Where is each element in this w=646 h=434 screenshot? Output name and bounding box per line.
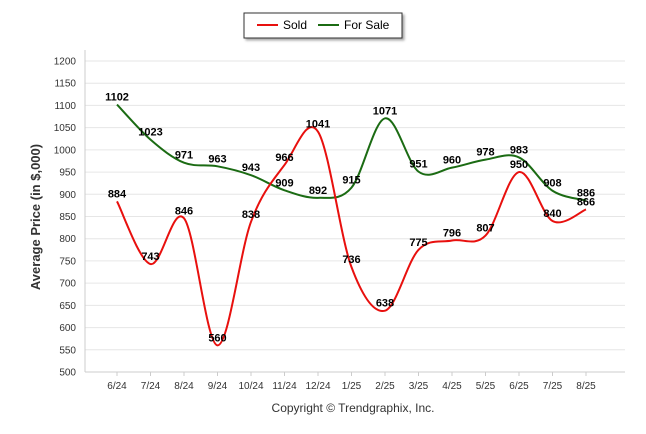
data-labels: 884 743 846 560 838 966 1041 736 638 775 796 807 950… [105, 92, 595, 345]
data-label-for-sale: 892 [309, 185, 327, 197]
data-label-sold: 796 [443, 227, 461, 239]
y-tick-label: 650 [59, 301, 76, 312]
data-label-for-sale: 909 [275, 177, 293, 189]
x-tick-label: 8/24 [174, 381, 194, 392]
y-tick-label: 1100 [54, 101, 76, 112]
data-label-for-sale: 886 [577, 188, 595, 200]
legend-label-for-sale: For Sale [344, 18, 390, 32]
y-tick-label: 550 [59, 345, 76, 356]
data-label-sold: 966 [275, 152, 293, 164]
data-label-for-sale: 971 [175, 150, 193, 162]
y-tick-label: 800 [59, 234, 76, 245]
y-tick-label: 600 [59, 323, 76, 334]
x-tick-label: 10/24 [238, 381, 263, 392]
data-label-sold: 743 [141, 251, 159, 263]
data-label-sold: 884 [108, 188, 127, 200]
y-tick-label: 850 [59, 212, 76, 223]
x-tick-label: 11/24 [272, 381, 297, 392]
y-tick-label: 950 [59, 168, 76, 179]
data-label-for-sale: 978 [476, 147, 494, 159]
y-tick-label: 500 [59, 368, 76, 379]
copyright-text: Copyright © Trendgraphix, Inc. [272, 401, 435, 415]
data-label-sold: 866 [577, 196, 595, 208]
y-axis: 500 550 600 650 700 750 800 850 900 950 1000 1050 11… [54, 50, 86, 379]
data-label-for-sale: 1102 [105, 92, 129, 104]
x-tick-label: 4/25 [442, 381, 462, 392]
legend: Sold For Sale [243, 12, 403, 39]
x-tick-label: 6/25 [509, 381, 529, 392]
data-label-sold: 736 [342, 254, 360, 266]
y-tick-label: 900 [59, 190, 76, 201]
y-tick-label: 1200 [54, 57, 77, 68]
y-tick-label: 1050 [54, 123, 77, 134]
y-tick-label: 750 [59, 256, 76, 267]
x-tick-label: 9/24 [208, 381, 228, 392]
data-label-for-sale: 963 [208, 153, 226, 165]
data-label-for-sale: 908 [543, 178, 561, 190]
x-tick-label: 3/25 [409, 381, 429, 392]
data-label-for-sale: 1071 [373, 105, 397, 117]
x-axis: 6/24 7/24 8/24 9/24 10/24 11/24 12/24 1/25 2/25 3… [85, 371, 625, 392]
series-lines [116, 103, 587, 347]
plot-area [85, 50, 625, 372]
y-axis-title: Average Price (in $,000) [28, 144, 43, 290]
data-label-for-sale: 951 [409, 159, 427, 171]
data-label-sold: 846 [175, 205, 193, 217]
x-tick-label: 2/25 [375, 381, 395, 392]
data-label-sold: 775 [409, 237, 427, 249]
data-label-sold: 560 [208, 332, 226, 344]
data-label-sold: 950 [510, 159, 528, 171]
y-tick-label: 700 [59, 279, 76, 290]
x-tick-label: 12/24 [305, 381, 330, 392]
data-label-sold: 638 [376, 298, 394, 310]
data-label-for-sale: 983 [510, 144, 528, 156]
x-tick-label: 8/25 [576, 381, 596, 392]
x-tick-label: 1/25 [342, 381, 362, 392]
data-label-for-sale: 943 [242, 162, 260, 174]
data-label-for-sale: 915 [342, 175, 360, 187]
data-label-sold: 807 [476, 223, 494, 235]
x-tick-label: 7/25 [543, 381, 563, 392]
series-line-sold [116, 126, 587, 347]
y-tick-label: 1000 [54, 145, 77, 156]
y-tick-label: 1150 [54, 79, 76, 90]
series-line-for-sale [116, 103, 587, 202]
x-tick-label: 7/24 [141, 381, 161, 392]
data-label-sold: 838 [242, 209, 260, 221]
legend-label-sold: Sold [283, 18, 307, 32]
data-label-for-sale: 960 [443, 155, 461, 167]
x-tick-label: 6/24 [107, 381, 127, 392]
data-label-sold: 840 [543, 208, 561, 220]
x-tick-label: 5/25 [476, 381, 496, 392]
data-label-for-sale: 1023 [138, 127, 162, 139]
data-label-sold: 1041 [306, 119, 330, 131]
